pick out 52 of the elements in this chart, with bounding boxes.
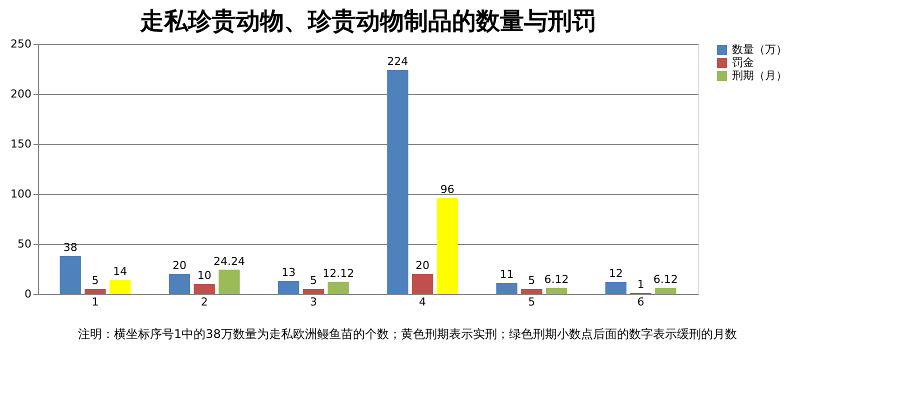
data-label: 224: [387, 55, 408, 68]
data-label: 10: [197, 269, 212, 282]
bar: [60, 256, 81, 294]
data-label: 38: [63, 241, 78, 254]
data-label: 1: [637, 278, 644, 291]
x-tick-label: 2: [200, 296, 208, 308]
data-label: 24.24: [213, 254, 245, 268]
y-tick-label: 100: [10, 188, 32, 200]
bar: [546, 288, 568, 294]
bar: [496, 283, 518, 294]
data-label: 5: [92, 274, 99, 287]
bar: [278, 281, 300, 294]
legend-label: 刑期（月）: [732, 69, 787, 82]
chart-title: 走私珍贵动物、珍贵动物制品的数量与刑罚: [139, 7, 596, 35]
y-tick-label: 200: [10, 88, 32, 100]
y-tick-label: 250: [10, 38, 32, 50]
data-label: 6.12: [653, 272, 678, 286]
data-label: 14: [113, 265, 128, 278]
bar: [605, 282, 626, 294]
data-label: 11: [500, 268, 514, 281]
bar: [655, 288, 676, 294]
y-tick-label: 0: [24, 288, 32, 300]
bar: [168, 274, 190, 294]
bar: [194, 284, 215, 294]
data-label: 6.12: [544, 272, 569, 286]
x-tick-label: 3: [310, 296, 317, 308]
bar: [436, 198, 458, 294]
x-tick-label: 5: [528, 296, 536, 308]
bar: [302, 289, 324, 294]
legend-label: 罚金: [732, 56, 754, 69]
data-label: 12: [608, 267, 623, 280]
bar: [110, 280, 131, 294]
bar: [412, 274, 434, 294]
data-label: 20: [416, 259, 430, 272]
x-tick-label: 4: [419, 296, 426, 308]
data-label: 20: [172, 259, 186, 272]
x-tick-label: 6: [637, 296, 644, 308]
legend-label: 数量（万）: [732, 43, 787, 56]
data-label: 13: [282, 266, 296, 279]
bar: [218, 270, 240, 294]
y-tick-label: 150: [10, 138, 32, 150]
data-label: 12.12: [322, 266, 354, 280]
bar: [521, 289, 542, 294]
text: 注明：横坐标序号1中的38万数量为走私欧洲鳗鱼苗的个数；黄色刑期表示实刑；绿色刑期小数点后面的数字表示缓刑的月数: [78, 327, 737, 341]
data-label: 5: [310, 274, 317, 287]
y-tick-label: 50: [18, 238, 32, 250]
bar: [387, 70, 408, 294]
data-label: 5: [528, 274, 536, 287]
bar: [84, 289, 106, 294]
x-tick-label: 1: [92, 296, 99, 308]
data-label: 96: [440, 183, 454, 196]
bar: [328, 282, 349, 294]
